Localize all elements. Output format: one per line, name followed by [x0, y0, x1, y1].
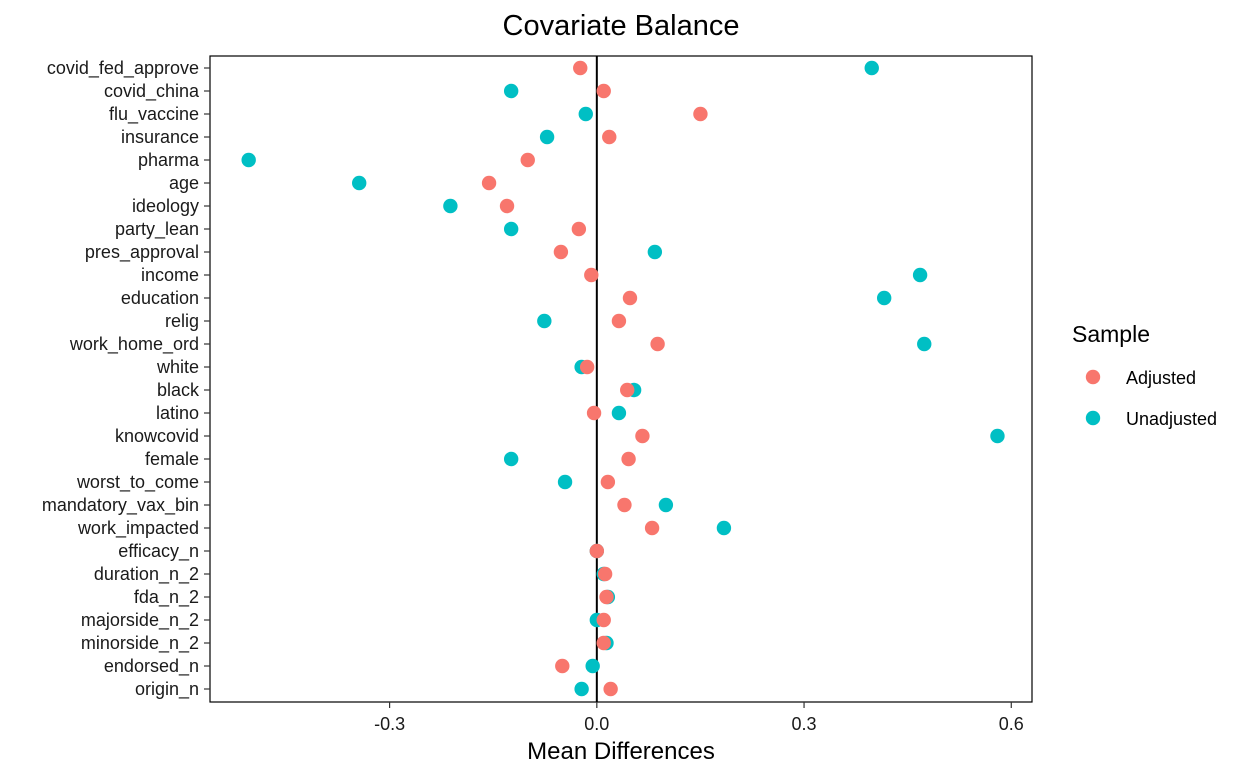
y-tick-label: covid_china	[104, 81, 200, 102]
adjusted-point	[602, 129, 617, 145]
unadjusted-point	[917, 336, 932, 352]
adjusted-point	[611, 313, 627, 329]
x-tick-label: 0.3	[792, 714, 817, 734]
adjusted-point	[600, 474, 616, 490]
legend-title: Sample	[1072, 321, 1150, 347]
y-tick-label: efficacy_n	[118, 541, 199, 562]
y-tick-label: work_home_ord	[69, 334, 199, 355]
adjusted-point	[596, 612, 611, 628]
y-tick-label: education	[121, 288, 199, 308]
legend-marker-unadjusted	[1085, 410, 1101, 426]
adjusted-point	[596, 83, 611, 99]
unadjusted-point	[585, 658, 600, 674]
y-tick-label: majorside_n_2	[81, 610, 199, 631]
unadjusted-point	[503, 83, 519, 99]
adjusted-point	[644, 520, 660, 536]
x-tick-label: -0.3	[374, 714, 405, 734]
adjusted-point	[617, 497, 632, 513]
unadjusted-point	[557, 474, 573, 490]
y-tick-label: fda_n_2	[134, 587, 199, 608]
legend-label-unadjusted: Unadjusted	[1126, 409, 1217, 429]
unadjusted-point	[574, 681, 589, 697]
adjusted-point	[599, 589, 614, 605]
y-tick-label: endorsed_n	[104, 656, 199, 677]
y-tick-label: origin_n	[135, 679, 199, 700]
y-tick-label: knowcovid	[115, 426, 199, 446]
unadjusted-point	[503, 221, 519, 237]
adjusted-point	[621, 451, 636, 467]
unadjusted-point	[578, 106, 593, 122]
adjusted-point	[584, 267, 599, 283]
legend: Sample Adjusted Unadjusted	[1072, 321, 1217, 429]
unadjusted-point	[990, 428, 1005, 444]
adjusted-point	[481, 175, 497, 191]
y-tick-label: latino	[156, 403, 199, 423]
y-tick-label: pres_approval	[85, 242, 199, 263]
adjusted-point	[571, 221, 587, 237]
adjusted-point	[586, 405, 602, 421]
y-tick-label: covid_fed_approve	[47, 58, 199, 79]
data-points	[241, 60, 1005, 697]
unadjusted-point	[241, 152, 256, 168]
adjusted-point	[520, 152, 535, 168]
adjusted-point	[579, 359, 595, 375]
y-tick-label: party_lean	[115, 219, 199, 240]
y-tick-label: age	[169, 173, 199, 193]
y-tick-label: pharma	[138, 150, 200, 170]
unadjusted-point	[912, 267, 928, 283]
legend-label-adjusted: Adjusted	[1126, 368, 1196, 388]
y-tick-label: relig	[165, 311, 199, 331]
y-tick-label: mandatory_vax_bin	[42, 495, 199, 516]
y-tick-label: income	[141, 265, 199, 285]
x-tick-label: 0.6	[999, 714, 1024, 734]
plot-panel	[209, 55, 1033, 703]
unadjusted-point	[647, 244, 663, 260]
legend-items: Adjusted Unadjusted	[1085, 368, 1217, 429]
x-axis-title: Mean Differences	[527, 738, 715, 765]
adjusted-point	[620, 382, 635, 398]
x-axis: -0.3 0.0 0.3 0.6	[374, 702, 1024, 734]
adjusted-point	[555, 658, 570, 674]
unadjusted-point	[537, 313, 552, 329]
unadjusted-point	[503, 451, 519, 467]
y-tick-label: ideology	[132, 196, 199, 216]
y-tick-label: work_impacted	[77, 518, 199, 539]
adjusted-point	[589, 543, 605, 559]
adjusted-point	[596, 635, 611, 651]
legend-marker-adjusted	[1085, 369, 1101, 385]
adjusted-point	[693, 106, 708, 122]
unadjusted-point	[539, 129, 555, 145]
unadjusted-point	[716, 520, 732, 536]
y-tick-label: black	[157, 380, 200, 400]
y-tick-label: female	[145, 449, 199, 469]
chart-title: Covariate Balance	[503, 10, 740, 42]
adjusted-point	[650, 336, 665, 352]
y-tick-label: worst_to_come	[76, 472, 199, 493]
y-tick-label: duration_n_2	[94, 564, 199, 585]
unadjusted-point	[658, 497, 674, 513]
unadjusted-point	[876, 290, 892, 306]
x-tick-label: 0.0	[584, 714, 609, 734]
unadjusted-point	[352, 175, 367, 191]
adjusted-point	[622, 290, 638, 306]
y-tick-label: minorside_n_2	[81, 633, 199, 654]
adjusted-point	[635, 428, 650, 444]
y-tick-label: flu_vaccine	[109, 104, 199, 125]
adjusted-point	[553, 244, 569, 260]
adjusted-point	[499, 198, 515, 214]
adjusted-point	[573, 60, 588, 76]
y-tick-label: white	[156, 357, 199, 377]
adjusted-point	[603, 681, 618, 697]
y-axis: covid_fed_approvecovid_chinaflu_vaccinei…	[42, 58, 210, 700]
adjusted-point	[597, 566, 613, 582]
unadjusted-point	[443, 198, 458, 214]
unadjusted-point	[864, 60, 879, 76]
unadjusted-point	[611, 405, 627, 421]
y-tick-label: insurance	[121, 127, 199, 147]
